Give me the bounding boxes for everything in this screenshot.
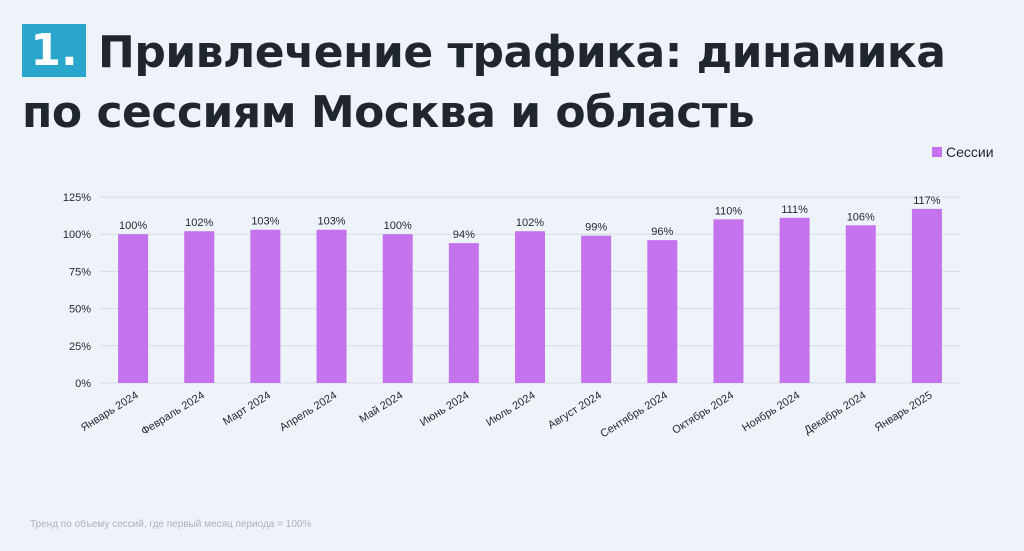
y-tick-label: 25% bbox=[69, 341, 91, 353]
bar bbox=[845, 225, 876, 383]
x-tick-label: Февраль 2024 bbox=[139, 389, 207, 437]
bar bbox=[382, 234, 413, 383]
bar bbox=[779, 217, 810, 383]
data-label: 100% bbox=[384, 220, 412, 232]
data-label: 103% bbox=[251, 216, 279, 228]
data-label: 111% bbox=[781, 204, 808, 216]
x-tick-label: Май 2024 bbox=[357, 389, 405, 425]
data-label: 103% bbox=[317, 216, 345, 228]
data-label: 117% bbox=[913, 195, 941, 207]
bars bbox=[118, 208, 942, 383]
legend: Сессии bbox=[932, 144, 994, 160]
x-tick-label: Январь 2024 bbox=[79, 389, 141, 434]
x-tick-label: Январь 2025 bbox=[873, 389, 935, 434]
y-tick-label: 50% bbox=[69, 304, 91, 316]
y-tick-label: 100% bbox=[63, 229, 91, 241]
y-axis: 0% 25% 50% 75% 100% 125% bbox=[63, 192, 91, 390]
footnote: Тренд по объему сессий, где первый месяц… bbox=[30, 519, 312, 530]
data-label: 106% bbox=[847, 211, 875, 223]
bar bbox=[911, 208, 942, 383]
bar bbox=[184, 231, 215, 383]
page-title-line-2: по сессиям Москва и область bbox=[22, 87, 755, 138]
bar bbox=[250, 229, 281, 383]
bar bbox=[647, 240, 678, 383]
data-label: 99% bbox=[585, 222, 607, 234]
legend-swatch bbox=[932, 147, 942, 157]
bar bbox=[316, 229, 347, 383]
page-title-line-1: Привлечение трафика: динамика bbox=[98, 27, 946, 78]
x-tick-label: Декабрь 2024 bbox=[802, 389, 868, 436]
x-tick-label: Ноябрь 2024 bbox=[740, 389, 802, 434]
x-tick-label: Сентябрь 2024 bbox=[598, 389, 669, 440]
data-label: 102% bbox=[185, 217, 213, 229]
data-label: 100% bbox=[119, 220, 147, 232]
y-tick-label: 75% bbox=[69, 266, 91, 278]
y-tick-label: 125% bbox=[63, 192, 91, 204]
x-tick-label: Март 2024 bbox=[221, 389, 273, 428]
x-tick-label: Июнь 2024 bbox=[418, 389, 471, 429]
legend-label: Сессии bbox=[946, 144, 994, 160]
bar bbox=[515, 231, 545, 383]
bar bbox=[713, 219, 744, 383]
y-tick-label: 0% bbox=[75, 378, 91, 390]
x-tick-label: Апрель 2024 bbox=[278, 389, 339, 434]
data-label: 110% bbox=[715, 205, 743, 217]
bar bbox=[448, 243, 479, 383]
bar bbox=[118, 234, 149, 383]
x-tick-label: Октябрь 2024 bbox=[670, 389, 736, 436]
data-labels: 100% 102% 103% 103% 100% 94% 102% 99% 96% 110% 111… bbox=[119, 195, 941, 241]
section-number-badge: 1. bbox=[22, 24, 86, 77]
x-tick-label: Июль 2024 bbox=[484, 389, 538, 429]
data-label: 102% bbox=[516, 217, 544, 229]
x-tick-label: Август 2024 bbox=[546, 389, 604, 431]
bar bbox=[581, 235, 612, 383]
data-label: 94% bbox=[453, 229, 475, 241]
data-label: 96% bbox=[651, 226, 673, 238]
